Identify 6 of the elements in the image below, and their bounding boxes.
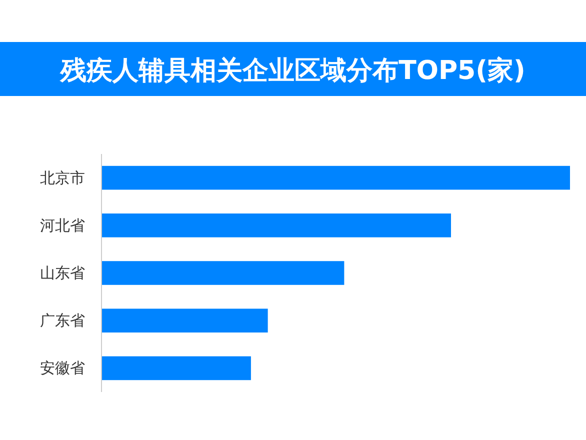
category-label: 山东省 — [40, 264, 85, 282]
category-label: 河北省 — [40, 216, 85, 234]
category-label: 安徽省 — [40, 359, 85, 378]
category-label: 北京市 — [40, 168, 85, 187]
title: 残疾人辅具相关企业区域分布TOP5(家) — [60, 56, 526, 86]
category-label: 广东省 — [40, 312, 85, 330]
